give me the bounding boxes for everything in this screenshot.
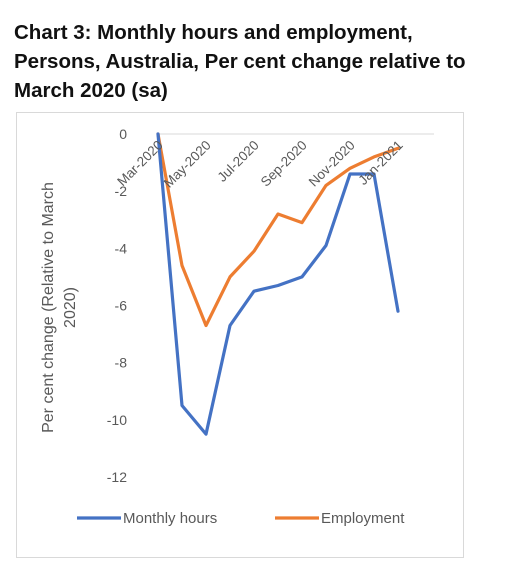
- y-tick-label: -10: [107, 412, 127, 428]
- y-tick-label: 0: [119, 126, 127, 142]
- line-chart: 0 -2 -4 -6 -8 -10 -12 Per cent change (Relative…: [40, 126, 434, 527]
- chart-title: Chart 3: Monthly hours and employment, P…: [14, 21, 466, 102]
- series-line-monthly-hours: [156, 132, 400, 436]
- legend-label: Employment: [321, 510, 405, 527]
- y-axis-title: Per cent change (Relative to March 2020): [40, 182, 79, 433]
- y-tick-label: -8: [115, 355, 128, 371]
- y-axis-title-line: Per cent change (Relative to March: [40, 182, 57, 433]
- x-tick-label: May-2020: [161, 138, 214, 191]
- legend-label: Monthly hours: [123, 510, 217, 527]
- y-tick-label: -6: [115, 298, 128, 314]
- y-axis-title-line: 2020): [62, 287, 79, 328]
- y-tick-label: -4: [115, 240, 128, 256]
- x-tick-label: Mar-2020: [114, 138, 165, 189]
- x-tick-label: Jul-2020: [215, 138, 262, 185]
- y-tick-label: -12: [107, 469, 127, 485]
- series-line-employment: [156, 132, 400, 328]
- x-tick-label: Sep-2020: [258, 138, 310, 190]
- chart-area: 0 -2 -4 -6 -8 -10 -12 Per cent change (Relative…: [16, 112, 464, 558]
- y-tick-label: -2: [115, 183, 128, 199]
